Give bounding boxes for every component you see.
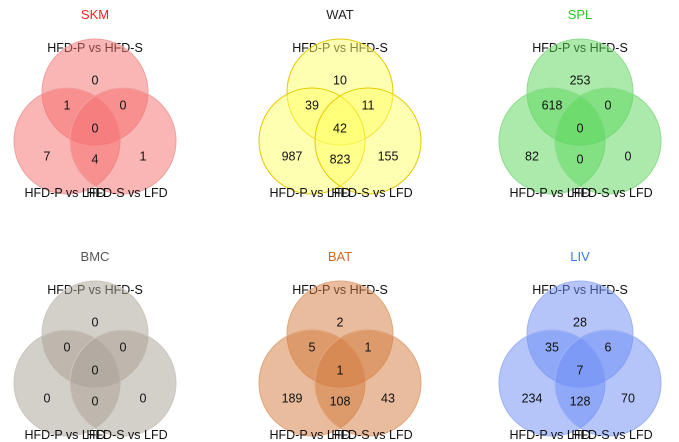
set-circle-right	[554, 329, 662, 437]
set-circle-right	[314, 87, 422, 195]
count-left-only: 0	[44, 391, 51, 405]
count-all: 42	[333, 121, 347, 135]
set-label-left: HFD-P vs LFD	[24, 428, 105, 442]
count-right-only: 1	[140, 149, 147, 163]
count-top-left: 0	[64, 340, 71, 354]
count-top-only: 2	[337, 315, 344, 329]
count-top-only: 0	[92, 315, 99, 329]
set-label-left: HFD-P vs LFD	[509, 428, 590, 442]
panel-title: WAT	[326, 7, 353, 22]
count-top-only: 28	[573, 315, 587, 329]
count-right-only: 0	[625, 149, 632, 163]
set-label-right: HFD-S vs LFD	[571, 186, 652, 200]
count-top-only: 253	[570, 73, 591, 87]
count-top-only: 0	[92, 73, 99, 87]
set-label-right: HFD-S vs LFD	[86, 428, 167, 442]
set-label-left: HFD-P vs LFD	[509, 186, 590, 200]
set-circle-right	[69, 87, 177, 195]
set-label-left: HFD-P vs LFD	[269, 428, 350, 442]
venn-panel-bat: BATHFD-P vs HFD-S251118910843HFD-P vs LF…	[258, 249, 422, 442]
venn-panel-spl: SPLHFD-P vs HFD-S253618008200HFD-P vs LF…	[498, 7, 662, 200]
set-label-right: HFD-S vs LFD	[331, 186, 412, 200]
count-left-only: 189	[282, 391, 303, 405]
venn-panel-liv: LIVHFD-P vs HFD-S28356723412870HFD-P vs …	[498, 249, 662, 442]
count-top-left: 39	[305, 98, 319, 112]
count-left-only: 82	[525, 149, 539, 163]
count-top-right: 0	[605, 98, 612, 112]
set-label-left: HFD-P vs LFD	[24, 186, 105, 200]
count-left-right: 823	[330, 152, 351, 166]
count-top-left: 35	[545, 340, 559, 354]
set-circle-right	[69, 329, 177, 437]
count-left-right: 108	[330, 394, 351, 408]
venn-panel-bmc: BMCHFD-P vs HFD-S0000000HFD-P vs LFDHFD-…	[13, 249, 177, 442]
set-label-right: HFD-S vs LFD	[331, 428, 412, 442]
count-top-right: 0	[120, 340, 127, 354]
count-right-only: 155	[378, 149, 399, 163]
venn-panel-wat: WATHFD-P vs HFD-S10391142987823155HFD-P …	[258, 7, 422, 200]
count-left-only: 987	[282, 149, 303, 163]
count-all: 1	[337, 363, 344, 377]
count-right-only: 70	[621, 391, 635, 405]
count-all: 0	[92, 363, 99, 377]
count-top-left: 618	[542, 98, 563, 112]
count-left-only: 7	[44, 149, 51, 163]
count-all: 0	[577, 121, 584, 135]
panel-title: LIV	[570, 249, 590, 264]
set-circle-right	[554, 87, 662, 195]
venn-panel-skm: SKMHFD-P vs HFD-S0100741HFD-P vs LFDHFD-…	[13, 7, 177, 200]
count-top-left: 5	[309, 340, 316, 354]
set-circle-right	[314, 329, 422, 437]
count-all: 7	[577, 363, 584, 377]
panel-title: SPL	[568, 7, 593, 22]
count-left-right: 0	[577, 152, 584, 166]
count-top-right: 0	[120, 98, 127, 112]
panel-title: BMC	[81, 249, 110, 264]
count-all: 0	[92, 121, 99, 135]
count-top-right: 11	[362, 98, 375, 112]
panel-title: BAT	[328, 249, 352, 264]
count-top-right: 6	[605, 340, 612, 354]
panel-title: SKM	[81, 7, 109, 22]
count-left-only: 234	[522, 391, 543, 405]
count-right-only: 0	[140, 391, 147, 405]
set-label-right: HFD-S vs LFD	[571, 428, 652, 442]
count-left-right: 4	[92, 152, 99, 166]
count-top-left: 1	[64, 98, 71, 112]
set-label-right: HFD-S vs LFD	[86, 186, 167, 200]
set-label-left: HFD-P vs LFD	[269, 186, 350, 200]
count-left-right: 0	[92, 394, 99, 408]
count-right-only: 43	[381, 391, 395, 405]
count-left-right: 128	[570, 394, 591, 408]
count-top-only: 10	[333, 73, 347, 87]
count-top-right: 1	[365, 340, 372, 354]
